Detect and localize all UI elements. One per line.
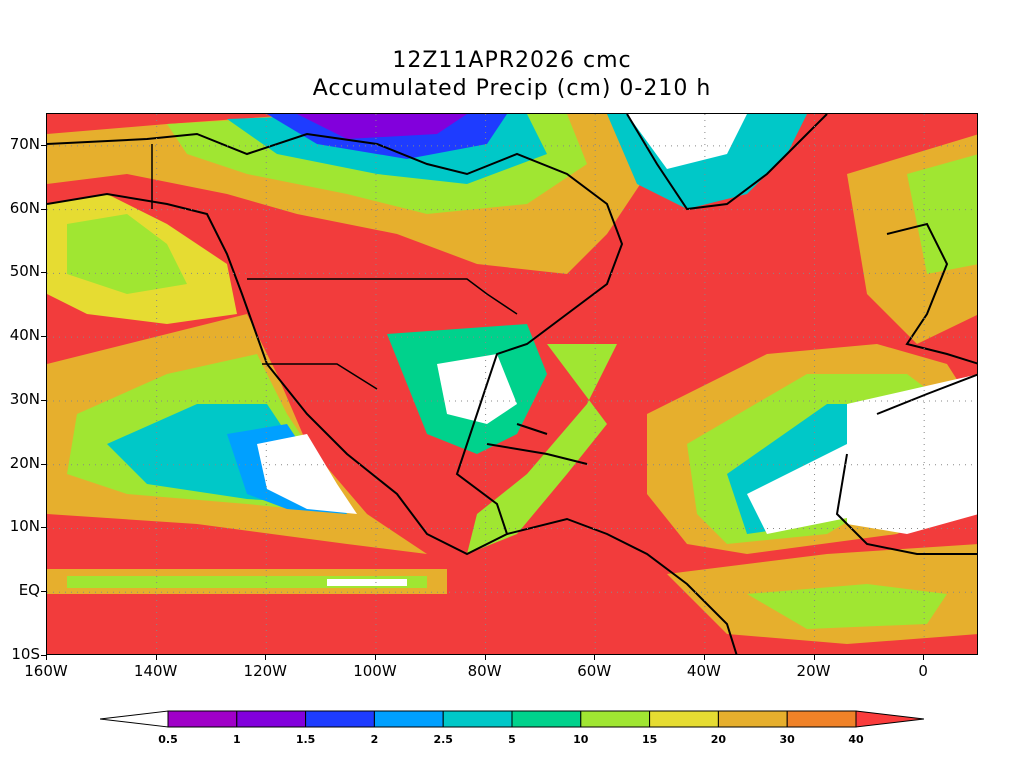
coastline-greenland [626,114,828,211]
title-line-2: Accumulated Precip (cm) 0-210 h [312,76,712,101]
x-tick-label: 40W [686,662,721,680]
x-tick [155,655,157,660]
y-tick [41,463,46,465]
coastline-south-america [506,517,738,654]
x-tick-label: 120W [243,662,288,680]
x-tick-label: 160W [24,662,68,680]
coastline-caribbean [486,423,588,465]
y-tick-label: 30N [9,389,40,408]
coastline-europe [886,222,977,365]
x-tick-label: 80W [467,662,502,680]
precip-band-europe-2 [907,154,977,274]
colorbar-segment [511,710,582,728]
coastline-africa [835,373,977,555]
colorbar-segment [305,710,375,728]
colorbar-label: 2.5 [433,733,453,746]
x-tick [265,655,267,660]
colorbar [100,710,924,728]
colorbar-label: 30 [779,733,795,746]
colorbar-segment [717,710,788,728]
y-tick-label: 20N [9,453,40,472]
precip-map [46,113,978,655]
y-tick [41,144,46,146]
x-tick [703,655,705,660]
y-tick-label: 40N [9,326,40,345]
borders [151,144,518,390]
colorbar-segment [373,710,444,728]
colorbar-segment [649,710,719,728]
colorbar-segment [786,710,857,728]
y-tick [41,399,46,401]
colorbar-segment [236,710,307,728]
coastlines [47,114,977,654]
colorbar-label: 5 [508,733,516,746]
y-tick-label: 60N [9,198,40,217]
colorbar-label: 10 [573,733,589,746]
y-tick [41,591,46,593]
x-tick [923,655,925,660]
colorbar-label: 0.5 [158,733,178,746]
y-tick-label: 10S [11,645,40,663]
x-tick [484,655,486,660]
colorbar-left-triangle [100,710,169,728]
colorbar-label: 1 [232,733,241,746]
y-tick-label: 50N [9,262,40,281]
y-tick [41,208,46,210]
precip-band-catl [467,344,617,554]
precip-dry-sahara [847,374,977,534]
border-us-mexico [262,363,378,390]
x-tick [46,655,47,660]
y-tick [41,655,46,656]
colorbar-segment [442,710,513,728]
colorbar-segment [167,710,238,728]
map-grid [47,114,977,654]
x-tick-label: 100W [353,662,397,680]
colorbar-right-triangle [855,710,924,728]
precip-dry-gulf [437,354,517,424]
coastline-north-america [47,132,624,556]
colorbar-label: 15 [641,733,658,746]
x-tick-label: 20W [796,662,831,680]
colorbar-segment [580,710,651,728]
x-tick [374,655,376,660]
colorbar-label: 40 [848,733,864,746]
precip-field [47,114,977,654]
x-tick [813,655,815,660]
y-tick-label: 70N [9,134,40,153]
y-tick [41,272,46,274]
greenland-dry [627,114,747,169]
colorbar-label: 1.5 [295,733,316,746]
colorbar-label: 2 [370,733,379,746]
precip-band-satl-2 [747,584,947,629]
border-us-canada [247,278,518,315]
y-tick [41,336,46,338]
x-tick-label: 140W [133,662,178,680]
precip-dry-epac [257,434,357,514]
x-tick-label: 0 [918,662,928,680]
x-tick [594,655,596,660]
y-tick-label: EQ [18,581,40,600]
y-tick-label: 10N [9,517,40,536]
title-line-1: 12Z11APR2026 cmc [392,48,632,73]
y-tick [41,527,46,529]
precip-band-itcz-3 [327,579,407,586]
precip-band-npac-2 [67,214,187,294]
precip-band-arctic-4 [297,114,467,139]
x-tick-label: 60W [577,662,612,680]
colorbar-label: 20 [710,733,727,746]
